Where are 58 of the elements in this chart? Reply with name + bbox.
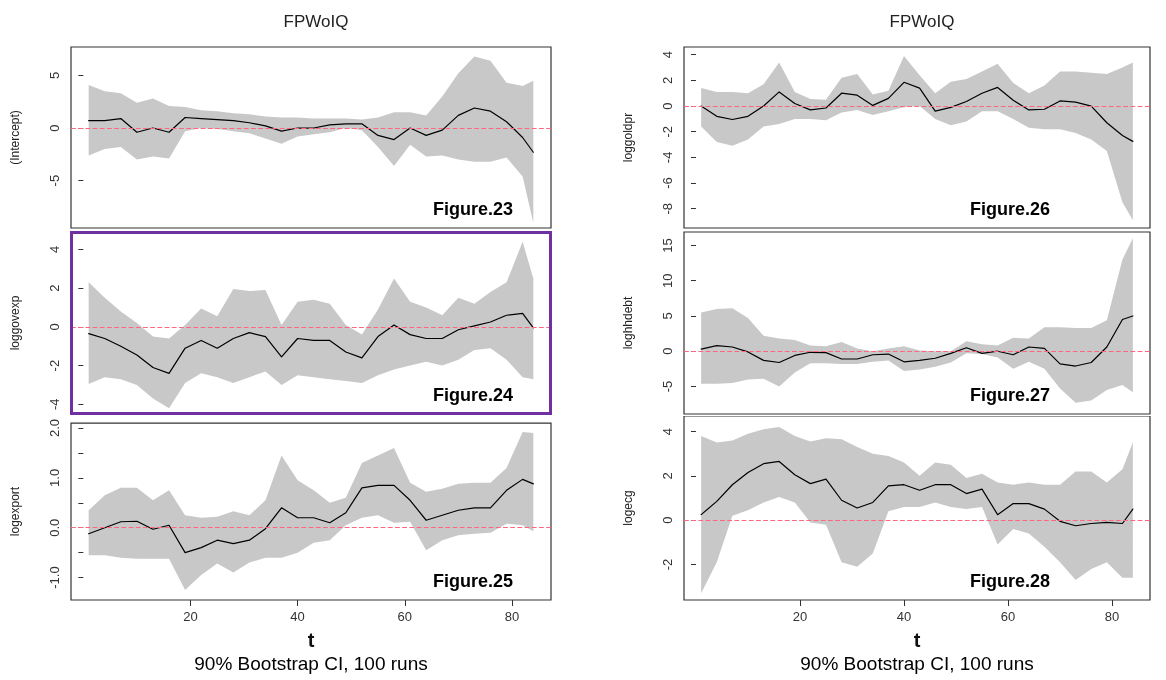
y-tick-label: -2 [660, 558, 675, 571]
y-tick-label: -4 [660, 151, 675, 164]
x-tick-label: 40 [896, 609, 912, 624]
x-axis-title: t [913, 629, 921, 651]
x-tick-label: 20 [792, 609, 808, 624]
line-series [88, 312, 534, 374]
annotation: Figure.28 [969, 571, 1051, 591]
chart-title: FPWoIQ [283, 12, 349, 31]
y-tick-label: 4 [660, 427, 675, 436]
y-tick-label: 5 [47, 71, 62, 80]
y-tick-label: 0 [660, 347, 675, 355]
y-tick-label: 0 [47, 323, 62, 331]
x-axis-title: t [307, 629, 315, 651]
y-tick-label: 0.0 [47, 518, 62, 537]
y-tick-label: 15 [660, 238, 675, 253]
chart-title: FPWoIQ [889, 12, 955, 31]
y-tick-label: -5 [47, 174, 62, 187]
y-tick-label: 2.0 [47, 419, 62, 438]
annotation: Figure.23 [432, 199, 514, 219]
y-tick-label: 4 [47, 245, 62, 254]
y-tick-label: 1.0 [47, 468, 62, 487]
line-series [700, 81, 1134, 142]
text: 90% Bootstrap CI, 100 runs [194, 653, 428, 674]
y-axis-title: loghhdebt [621, 295, 635, 350]
y-tick-label: -2 [47, 359, 62, 372]
x-tick-label: 80 [1104, 609, 1120, 624]
annotation: Figure.25 [432, 571, 514, 591]
y-axis-title: logecg [621, 490, 635, 526]
line-series [700, 460, 1134, 527]
line-series [88, 107, 534, 153]
y-tick-label: 2 [660, 472, 675, 480]
y-axis-title: loggovexp [8, 295, 22, 351]
x-tick-label: 20 [183, 609, 198, 624]
y-tick-label: -8 [660, 202, 675, 215]
y-tick-label: -4 [47, 398, 62, 411]
y-axis-title: (Intercept) [8, 110, 22, 165]
y-tick-label: 5 [660, 312, 675, 320]
text: 90% Bootstrap CI, 100 runs [800, 653, 1034, 674]
y-tick-label: -1.0 [47, 566, 62, 589]
y-tick-label: -6 [660, 177, 675, 189]
x-tick-label: 60 [397, 609, 412, 624]
x-tick-label: 60 [1000, 609, 1016, 624]
y-tick-label: 2 [660, 76, 675, 84]
y-axis-title: logexport [8, 486, 22, 537]
y-tick-label: 10 [660, 273, 675, 288]
y-tick-label: 0 [47, 124, 62, 132]
y-tick-label: 0 [660, 516, 675, 524]
x-tick-label: 80 [504, 609, 520, 624]
y-tick-label: -2 [660, 125, 675, 138]
x-tick-label: 40 [290, 609, 305, 624]
y-tick-label: 4 [660, 51, 675, 59]
annotation: Figure.26 [969, 199, 1051, 219]
y-axis-title: loggoldpr [621, 112, 635, 163]
y-tick-label: 0 [660, 102, 675, 110]
y-tick-label: -5 [660, 380, 675, 393]
y-tick-label: 2 [47, 284, 62, 292]
annotation: Figure.24 [432, 385, 514, 405]
line-series [88, 478, 534, 554]
